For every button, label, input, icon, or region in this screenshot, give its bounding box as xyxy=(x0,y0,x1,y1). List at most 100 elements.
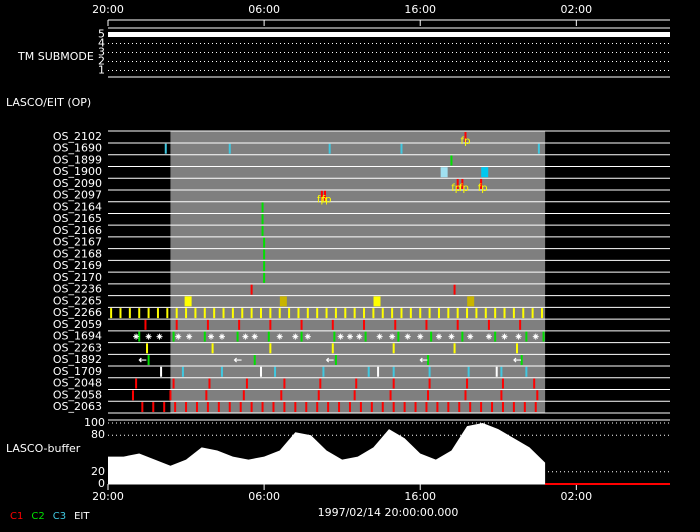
event-star xyxy=(276,333,283,340)
event-tick xyxy=(166,308,169,319)
event-tick xyxy=(306,308,309,319)
event-star xyxy=(501,333,508,340)
event-tick xyxy=(333,331,336,342)
row-label: OS_1694 xyxy=(53,330,102,343)
event-tick xyxy=(484,308,487,319)
legend-entry: C3 xyxy=(53,511,66,522)
event-tick xyxy=(220,366,223,377)
event-tick xyxy=(480,402,483,413)
event-star xyxy=(435,333,442,340)
row-label: OS_1899 xyxy=(53,153,102,166)
event-tick xyxy=(503,308,506,319)
event-tick xyxy=(146,343,149,354)
event-tick xyxy=(525,331,528,342)
event-tick xyxy=(419,308,422,319)
event-tick xyxy=(516,343,519,354)
event-tick xyxy=(263,261,266,272)
event-tick xyxy=(261,214,264,225)
event-tick xyxy=(353,308,356,319)
event-tick xyxy=(475,308,478,319)
event-tick xyxy=(436,402,439,413)
event-star xyxy=(532,333,539,340)
panel-label: TM SUBMODE xyxy=(17,50,94,63)
annotation: fp xyxy=(322,195,332,206)
event-tick xyxy=(205,390,208,401)
event-tick xyxy=(156,308,159,319)
y-tick-label: 80 xyxy=(91,428,105,441)
event-tick xyxy=(325,308,328,319)
event-block xyxy=(467,296,475,307)
event-tick xyxy=(522,308,525,319)
event-tick xyxy=(487,319,490,330)
row-label: OS_2090 xyxy=(53,177,102,190)
event-tick xyxy=(147,308,150,319)
event-tick xyxy=(520,355,523,366)
event-tick xyxy=(414,402,417,413)
event-tick xyxy=(300,319,303,330)
row-label: OS_2102 xyxy=(53,130,102,143)
event-tick xyxy=(322,366,325,377)
row-label: OS_2168 xyxy=(53,247,102,260)
event-tick xyxy=(334,355,337,366)
event-tick xyxy=(228,402,231,413)
row-label: OS_1690 xyxy=(53,142,102,155)
event-tick xyxy=(211,343,214,354)
event-tick xyxy=(316,402,319,413)
event-tick xyxy=(391,308,394,319)
row-label: OS_2097 xyxy=(53,189,102,202)
event-tick xyxy=(400,308,403,319)
event-tick xyxy=(110,308,113,319)
event-tick xyxy=(320,190,323,201)
event-tick xyxy=(222,308,225,319)
event-tick xyxy=(269,308,272,319)
event-tick xyxy=(464,132,467,142)
event-tick xyxy=(542,331,545,342)
row-label: OS_1709 xyxy=(53,365,102,378)
event-star xyxy=(448,333,455,340)
event-tick xyxy=(253,355,256,366)
event-tick xyxy=(363,319,366,330)
event-tick xyxy=(523,402,526,413)
event-tick xyxy=(491,402,494,413)
event-tick xyxy=(363,308,366,319)
event-tick xyxy=(203,308,206,319)
event-tick xyxy=(242,390,245,401)
event-tick xyxy=(400,143,403,154)
event-tick xyxy=(466,378,469,389)
row-label: OS_2170 xyxy=(53,271,102,284)
event-tick xyxy=(364,331,367,342)
event-tick xyxy=(195,402,198,413)
event-tick xyxy=(250,308,253,319)
event-star xyxy=(515,333,522,340)
event-tick xyxy=(467,366,470,377)
event-star xyxy=(156,333,163,340)
y-tick-label: 2 xyxy=(98,55,105,68)
event-tick xyxy=(288,308,291,319)
event-tick xyxy=(331,343,334,354)
event-tick xyxy=(469,402,472,413)
panel-label: LASCO/EIT (OP) xyxy=(6,96,91,109)
event-star xyxy=(404,333,411,340)
x-tick-label: 20:00 xyxy=(92,490,124,503)
event-tick xyxy=(381,308,384,319)
event-tick xyxy=(239,402,242,413)
event-tick xyxy=(427,355,430,366)
event-tick xyxy=(447,402,450,413)
row-label: OS_2059 xyxy=(53,318,102,331)
event-tick xyxy=(263,249,266,260)
event-tick xyxy=(238,319,241,330)
event-tick xyxy=(403,402,406,413)
event-star xyxy=(304,333,311,340)
event-tick xyxy=(427,390,430,401)
legend-entry: C2 xyxy=(31,511,44,522)
event-arrow xyxy=(138,357,147,363)
event-star xyxy=(242,333,249,340)
y-tick-label: 4 xyxy=(98,37,105,50)
event-tick xyxy=(392,366,395,377)
y-tick-label: 3 xyxy=(98,46,105,59)
event-block xyxy=(481,167,489,178)
annotation: fp xyxy=(461,136,471,147)
event-tick xyxy=(512,402,515,413)
event-tick xyxy=(228,143,231,154)
